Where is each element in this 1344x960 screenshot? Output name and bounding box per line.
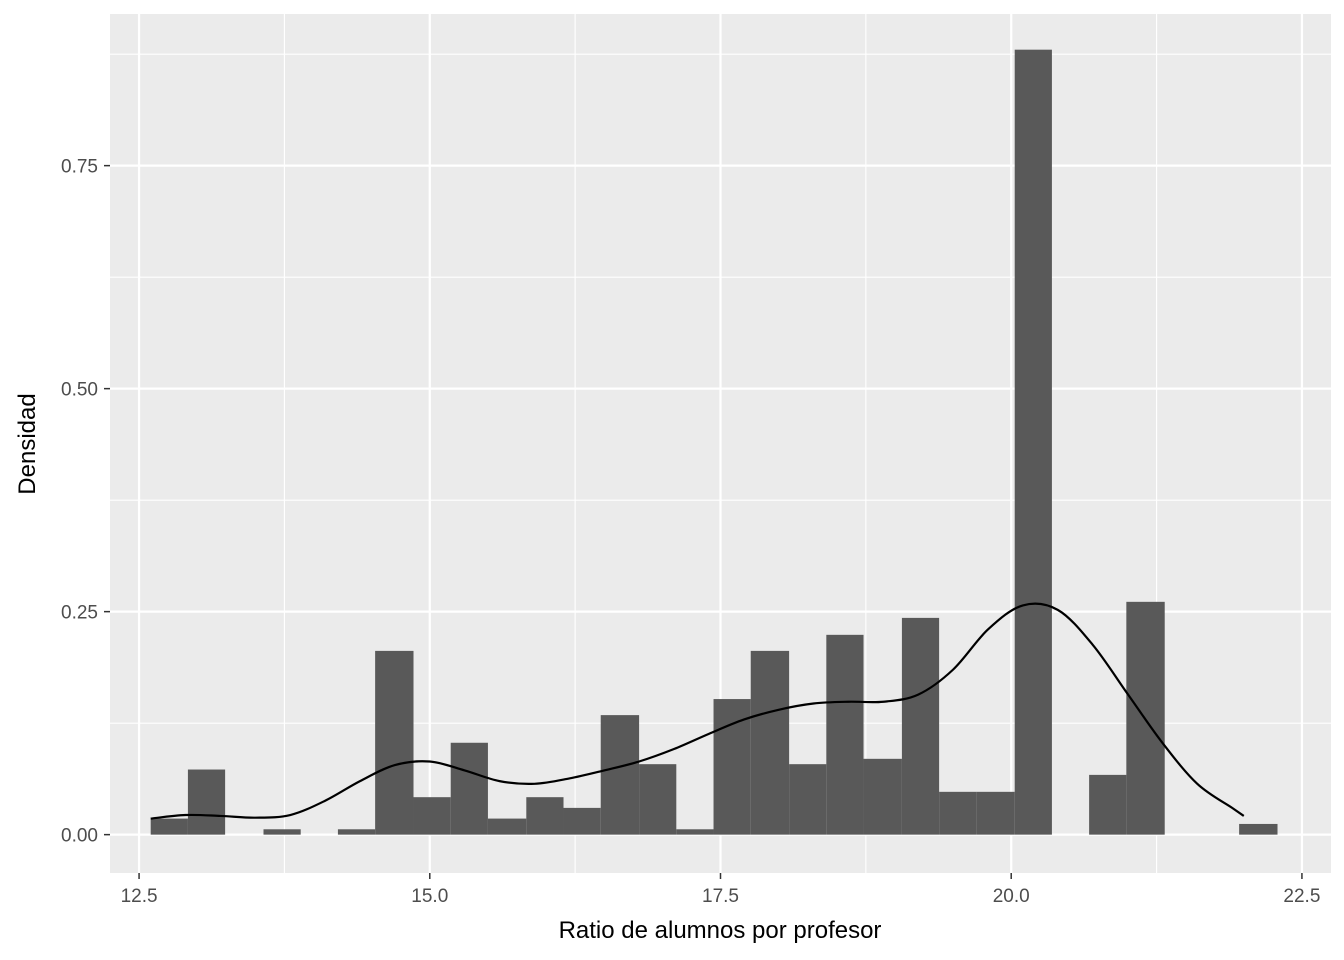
y-tick-label: 0.25 bbox=[61, 603, 98, 624]
histogram-bar bbox=[713, 699, 751, 835]
y-axis-title: Densidad bbox=[14, 393, 41, 494]
y-axis: 0.00 0.25 0.50 0.75 bbox=[61, 157, 110, 847]
histogram-bar bbox=[676, 829, 714, 835]
histogram-bar bbox=[413, 797, 451, 835]
histogram-bar bbox=[526, 797, 564, 835]
histogram-bar bbox=[939, 791, 977, 835]
x-tick-label: 17.5 bbox=[702, 886, 739, 907]
x-tick-label: 20.0 bbox=[993, 886, 1030, 907]
histogram-bar bbox=[750, 650, 790, 835]
x-axis-title: Ratio de alumnos por profesor bbox=[559, 917, 882, 944]
histogram-bar bbox=[487, 818, 527, 835]
histogram-bar bbox=[976, 791, 1015, 835]
histogram-bar bbox=[826, 634, 864, 835]
histogram-bar bbox=[1089, 774, 1127, 835]
x-tick-label: 12.5 bbox=[121, 886, 158, 907]
histogram-bar bbox=[639, 764, 677, 835]
histogram-bar bbox=[789, 764, 827, 835]
histogram-bars bbox=[150, 49, 1278, 835]
histogram-bar bbox=[563, 807, 601, 835]
density-curve bbox=[150, 602, 1245, 820]
y-tick-label: 0.50 bbox=[61, 380, 98, 401]
histogram-bar bbox=[150, 818, 188, 835]
histogram-bar bbox=[187, 769, 226, 835]
histogram-bar bbox=[263, 829, 301, 835]
histogram-bar bbox=[450, 742, 488, 835]
y-tick-label: 0.00 bbox=[61, 826, 98, 847]
x-axis: 12.5 15.0 17.5 20.0 22.5 bbox=[121, 873, 1320, 907]
histogram-bar bbox=[600, 715, 640, 835]
histogram-bar bbox=[337, 829, 376, 835]
y-tick-label: 0.75 bbox=[61, 157, 98, 178]
histogram-bar bbox=[1014, 49, 1052, 835]
x-tick-label: 22.5 bbox=[1283, 886, 1320, 907]
histogram-bar bbox=[375, 650, 414, 835]
histogram-bar bbox=[901, 617, 940, 835]
histogram-bar bbox=[1239, 823, 1278, 835]
x-tick-label: 15.0 bbox=[411, 886, 448, 907]
histogram-bar bbox=[863, 758, 902, 835]
